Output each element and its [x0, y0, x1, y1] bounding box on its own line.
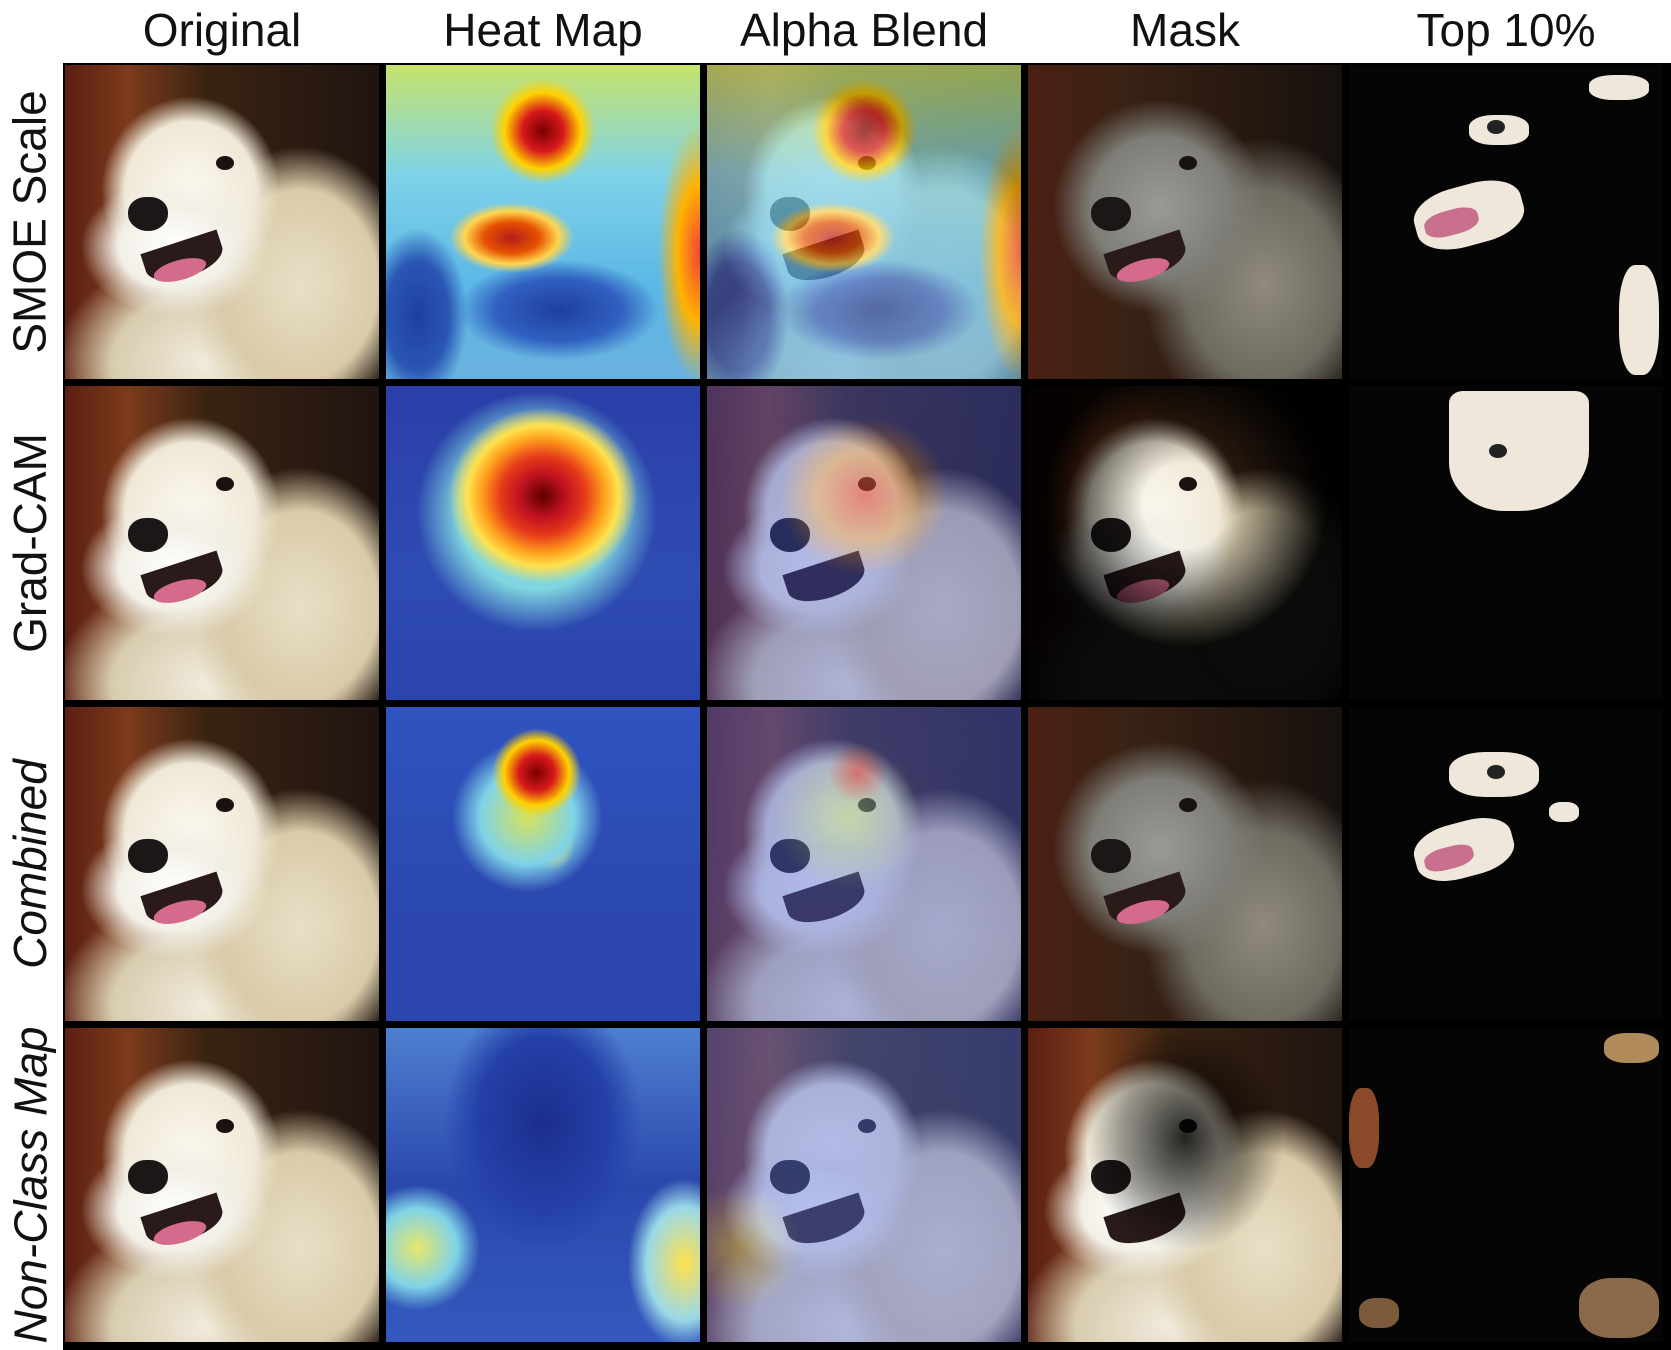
image-top10-smoe	[1347, 63, 1665, 381]
column-header-top-10: Top 10%	[1416, 4, 1596, 56]
column-header-alpha-blend: Alpha Blend	[739, 4, 989, 56]
image-alpha-blend-combined	[705, 705, 1023, 1023]
row-label-grad-cam: Grad-CAM	[4, 433, 56, 653]
image-mask-smoe	[1026, 63, 1344, 381]
image-mask-grad-cam	[1026, 384, 1344, 702]
image-original-non-class	[63, 1026, 381, 1344]
row-label-combined: Combined	[4, 759, 56, 969]
image-top10-grad-cam	[1347, 384, 1665, 702]
image-mask-combined	[1026, 705, 1344, 1023]
row-label-non-class-map: Non-Class Map	[4, 1026, 56, 1344]
image-alpha-blend-grad-cam	[705, 384, 1023, 702]
image-top10-non-class	[1347, 1026, 1665, 1344]
column-header-original: Original	[142, 4, 302, 56]
image-alpha-blend-smoe	[705, 63, 1023, 381]
image-heatmap-grad-cam	[384, 384, 702, 702]
image-mask-non-class	[1026, 1026, 1344, 1344]
image-heatmap-smoe	[384, 63, 702, 381]
column-header-heat-map: Heat Map	[443, 4, 643, 56]
column-header-mask: Mask	[1130, 4, 1240, 56]
image-top10-combined	[1347, 705, 1665, 1023]
image-original-grad-cam	[63, 384, 381, 702]
image-heatmap-non-class	[384, 1026, 702, 1344]
image-original-combined	[63, 705, 381, 1023]
image-heatmap-combined	[384, 705, 702, 1023]
row-label-smoe-scale: SMOE Scale	[4, 90, 56, 354]
image-alpha-blend-non-class	[705, 1026, 1023, 1344]
image-grid	[63, 63, 1671, 1350]
image-original-smoe	[63, 63, 381, 381]
